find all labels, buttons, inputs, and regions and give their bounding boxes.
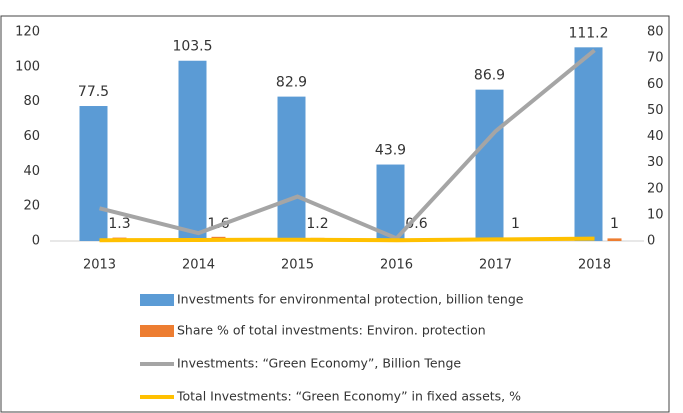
legend-label: Share % of total investments: Environ. p… [177,323,486,338]
x-tick-label: 2014 [182,258,215,273]
bar [376,164,405,241]
data-label: 86.9 [474,68,505,84]
data-label: 82.9 [276,75,307,91]
bar [79,106,108,241]
y-tick-label: 20 [23,199,40,214]
data-label: 77.5 [78,84,109,100]
x-tick-label: 2013 [83,258,116,273]
line [99,236,595,243]
data-label: 111.2 [568,25,608,41]
bar [475,89,504,241]
bar [607,238,622,241]
data-label: 1.2 [306,216,328,232]
y2-tick-label: 80 [647,25,664,40]
data-label: 103.5 [172,39,212,55]
y2-tick-label: 10 [647,207,664,222]
bar [277,96,306,241]
x-tick-label: 2017 [479,258,512,273]
bar [178,60,207,241]
y2-tick-label: 60 [647,77,664,92]
y2-tick-label: 50 [647,103,664,118]
y2-tick-label: 0 [647,234,655,249]
legend-swatch [140,325,174,337]
y2-tick-label: 40 [647,129,664,144]
x-tick-label: 2016 [380,258,413,273]
data-label: 1 [511,216,520,232]
y-tick-label: 0 [32,234,40,249]
legend-label: Total Investments: “Green Economy” in fi… [176,389,521,404]
line [99,48,596,241]
data-label: 43.9 [375,143,406,159]
y-tick-label: 120 [15,25,40,40]
y-tick-label: 100 [15,59,40,74]
y2-tick-label: 20 [647,181,664,196]
chart-frame [0,15,670,413]
x-tick-label: 2015 [281,258,314,273]
y-tick-label: 40 [23,164,40,179]
data-label: 1.3 [108,216,130,232]
legend-swatch [140,294,174,306]
bar [574,47,603,242]
x-tick-label: 2018 [578,258,611,273]
legend-label: Investments for environmental protection… [177,292,524,307]
y-tick-label: 80 [23,94,40,109]
legend-label: Investments: “Green Economy”, Billion Te… [177,356,461,371]
y2-tick-label: 30 [647,155,664,170]
data-label: 1 [610,216,619,232]
y2-tick-label: 70 [647,51,664,66]
y-tick-label: 60 [23,129,40,144]
